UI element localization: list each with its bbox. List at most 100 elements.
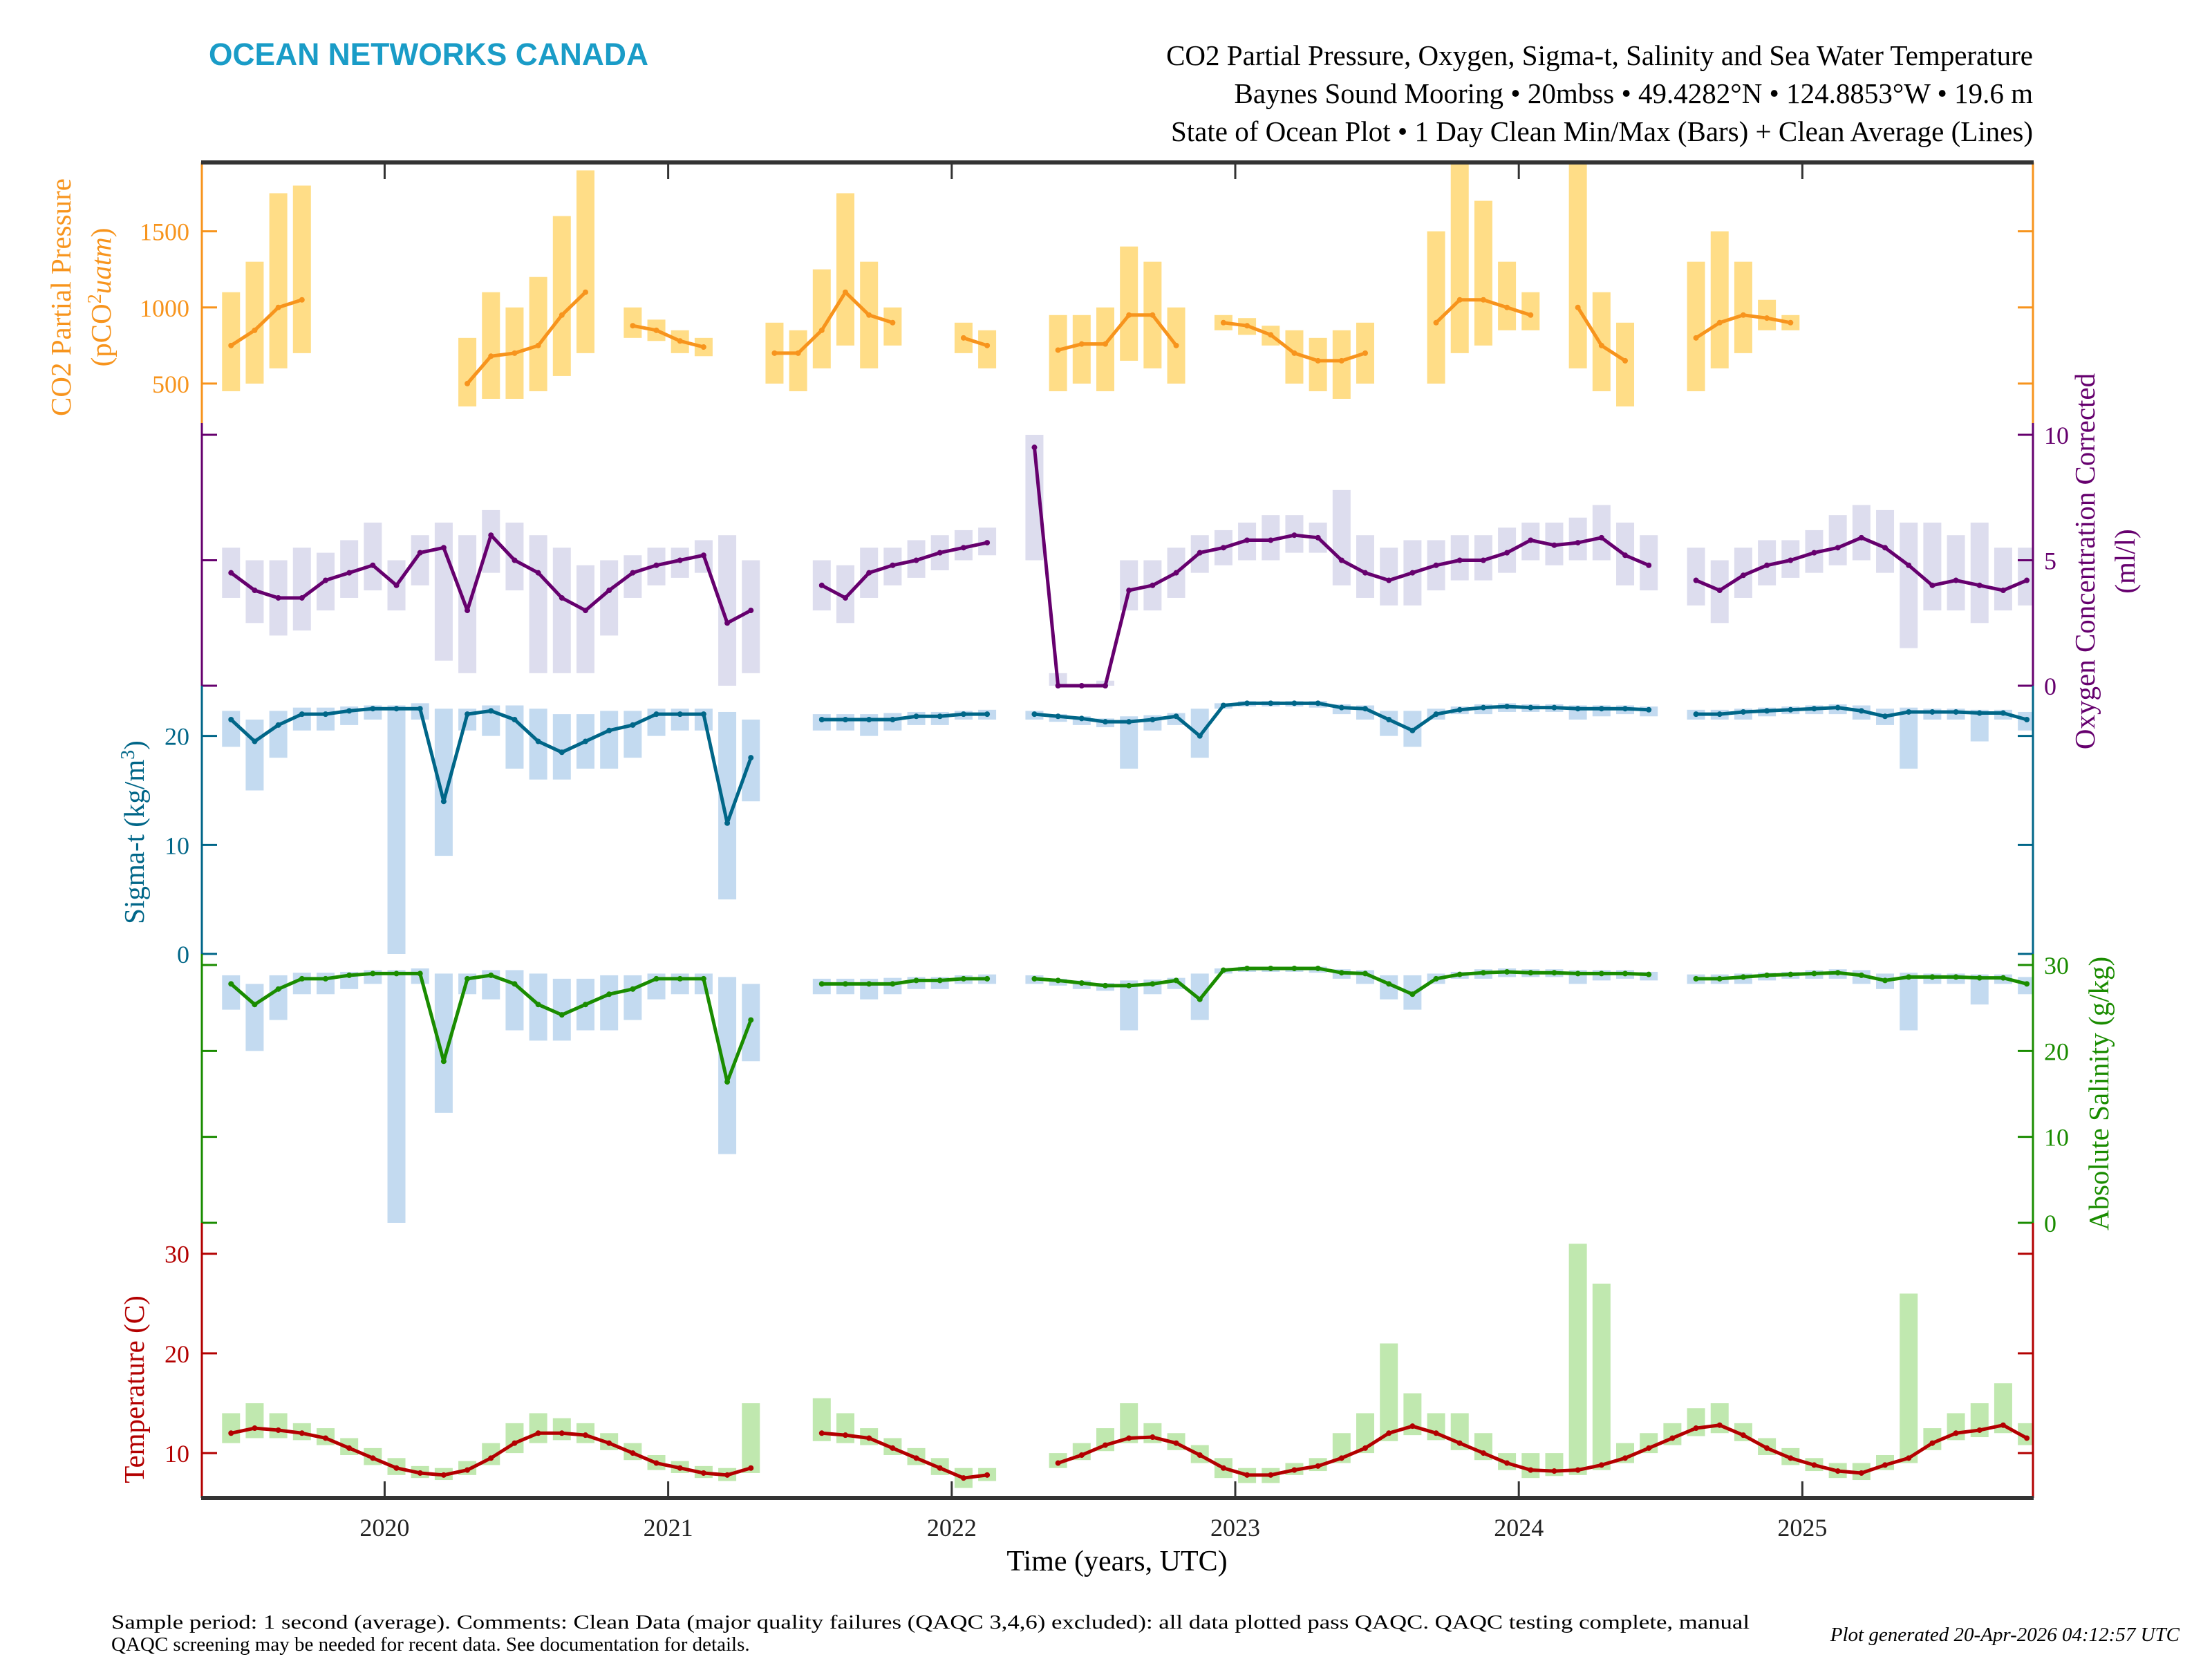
co2-average-line — [632, 324, 704, 349]
sigma_t-minmax-bar — [624, 711, 642, 758]
salinity-minmax-bar — [292, 973, 311, 995]
co2-minmax-bar — [1049, 315, 1067, 391]
oxygen-minmax-bar — [576, 565, 594, 673]
co2-minmax-bar — [978, 330, 997, 368]
sigma_t-minmax-bar — [1120, 716, 1138, 769]
oxygen-minmax-bar — [364, 523, 382, 591]
ocean-networks-canada-logo: OCEAN NETWORKS CANADA — [209, 37, 648, 72]
temperature-minmax-bar — [552, 1418, 571, 1441]
temperature-axis-label: Temperature (C) — [118, 1295, 150, 1483]
sigma_t-minmax-bar — [505, 705, 524, 769]
co2-tick-label: 1000 — [140, 294, 189, 322]
salinity-minmax-bar — [1120, 980, 1138, 1031]
temperature-tick-label: 20 — [165, 1340, 189, 1368]
salinity-minmax-bar — [600, 975, 619, 1031]
co2-average-line — [229, 298, 303, 347]
sigma_t-average-line — [1034, 701, 1649, 738]
oxygen-tick-label: 0 — [2044, 673, 2056, 700]
x-tick-label: 2025 — [1777, 1514, 1827, 1541]
oxygen-axis-label: Oxygen Concentration Corrected — [2069, 373, 2101, 749]
temperature-average-line — [1057, 1423, 2028, 1477]
co2-minmax-bar — [1521, 292, 1540, 330]
co2-minmax-bar — [1285, 330, 1304, 384]
co2-minmax-bar — [1096, 307, 1114, 391]
co2-minmax-bar — [458, 337, 477, 406]
sigma_t-minmax-bar — [387, 705, 406, 954]
salinity-average-line — [1034, 966, 1649, 1002]
co2-minmax-bar — [269, 193, 288, 368]
footnote-line-1: Sample period: 1 second (average). Comme… — [111, 1611, 1750, 1633]
temperature-minmax-bar — [245, 1403, 264, 1438]
co2-minmax-bar — [292, 185, 311, 353]
sigma-t-axis-label: Sigma-t (kg/m3) — [118, 740, 150, 924]
oxygen-minmax-bar — [529, 535, 547, 673]
co2-minmax-bar — [789, 330, 807, 391]
axes-layer: 500 1000 1500 0 5 10 0 10 20 0 10 20 30 10 20 30 2020 202… — [140, 160, 2069, 1541]
oxygen-minmax-bar — [505, 523, 524, 591]
oxygen-minmax-bar — [2018, 547, 2033, 606]
footnote-line-2: QAQC screening may be needed for recent … — [111, 1633, 750, 1656]
oxygen-minmax-bar — [1900, 523, 1918, 648]
x-axis-label: Time (years, UTC) — [1006, 1546, 1227, 1577]
co2-minmax-bar — [529, 276, 547, 391]
x-tick-label: 2023 — [1210, 1514, 1260, 1541]
x-tick-label: 2024 — [1494, 1514, 1544, 1541]
co2-average-line — [1434, 298, 1532, 324]
salinity-tick-label: 0 — [2044, 1210, 2056, 1237]
oxygen-axis-unit: (ml/l) — [2109, 529, 2141, 593]
temperature-minmax-bar — [1521, 1453, 1540, 1479]
co2-average-line — [963, 336, 988, 348]
salinity-minmax-bar — [387, 970, 406, 1223]
sigma_t-tick-label: 10 — [165, 832, 189, 859]
oxygen-minmax-bar — [1687, 547, 1705, 606]
sigma_t-tick-label: 20 — [165, 723, 189, 751]
oxygen-minmax-bar — [1592, 505, 1611, 561]
oxygen-minmax-bar — [742, 560, 760, 673]
salinity-minmax-bar — [624, 975, 642, 1020]
temperature-minmax-bar — [1592, 1283, 1611, 1470]
temperature-minmax-bar — [2018, 1423, 2033, 1445]
oxygen-minmax-bar — [1332, 489, 1351, 585]
co2-axis-unit: (pCO2uatm) — [84, 228, 117, 367]
salinity-minmax-bar — [222, 975, 241, 1010]
temperature-average-line — [230, 1426, 751, 1477]
salinity-tick-label: 30 — [2044, 952, 2069, 980]
co2-minmax-bar — [1427, 231, 1445, 384]
co2-minmax-bar — [1120, 246, 1138, 361]
sigma_t-minmax-bar — [245, 719, 264, 791]
co2-average-line — [774, 290, 894, 355]
plot-generated-timestamp: Plot generated 20-Apr-2026 04:12:57 UTC — [1830, 1624, 2180, 1646]
co2-minmax-bar — [1309, 337, 1327, 391]
oxygen-tick-label: 10 — [2044, 422, 2069, 449]
oxygen-minmax-bar — [1994, 547, 2012, 611]
oxygen-average-line — [821, 541, 988, 600]
salinity-axis-label: Absolute Salinity (g/kg) — [2083, 957, 2115, 1230]
sigma_t-minmax-bar — [222, 711, 241, 747]
oxygen-minmax-bar — [1380, 547, 1398, 606]
sigma_t-minmax-bar — [269, 711, 288, 758]
oxygen-minmax-bar — [718, 535, 737, 686]
oxygen-minmax-bar — [1356, 535, 1375, 598]
oxygen-minmax-bar — [1568, 517, 1587, 561]
sigma_t-average-line — [821, 712, 988, 722]
temperature-tick-label: 30 — [165, 1241, 189, 1268]
oxygen-minmax-bar — [1947, 535, 1965, 611]
co2-minmax-bar — [1568, 162, 1587, 368]
chart-subtitle-location: Baynes Sound Mooring • 20mbss • 49.4282°… — [1235, 77, 2034, 109]
temperature-minmax-bar — [222, 1413, 241, 1443]
temperature-tick-label: 10 — [165, 1440, 189, 1468]
co2-minmax-bar — [1592, 292, 1611, 391]
oxygen-minmax-bar — [340, 540, 359, 598]
oxygen-minmax-bar — [434, 523, 453, 661]
oxygen-minmax-bar — [292, 547, 311, 631]
co2-minmax-bar — [1734, 261, 1752, 353]
oxygen-average-line — [1032, 447, 1650, 688]
co2-minmax-bar — [1332, 330, 1351, 399]
sigma_t-minmax-bar — [316, 707, 335, 731]
co2-minmax-bar — [576, 170, 594, 353]
co2-minmax-bar — [1710, 231, 1729, 368]
co2-minmax-bar — [1498, 261, 1517, 330]
co2-axis-label: CO2 Partial Pressure — [45, 178, 77, 416]
salinity-minmax-bar — [269, 975, 288, 1020]
